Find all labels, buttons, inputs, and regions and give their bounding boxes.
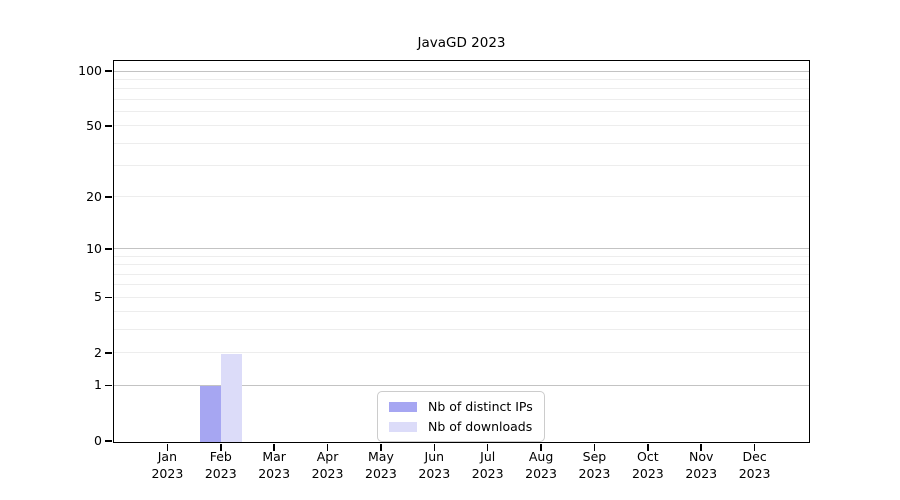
- bars-layer: [114, 61, 809, 442]
- gridline-major: [114, 70, 809, 72]
- x-axis-tick-label: Nov 2023: [685, 449, 718, 481]
- bar-nb-of-downloads: [220, 353, 242, 442]
- chart-title: JavaGD 2023: [417, 35, 506, 51]
- y-axis-tick: [105, 352, 112, 354]
- gridline-minor: [114, 142, 809, 144]
- gridline-minor: [114, 88, 809, 90]
- x-axis-tick-label: Feb 2023: [204, 449, 237, 481]
- gridline-minor: [114, 329, 809, 331]
- x-axis-tick: [220, 444, 222, 451]
- gridline-minor: [114, 284, 809, 286]
- y-axis-tick-label: 1: [94, 377, 102, 393]
- x-axis-tick-label: Jul 2023: [471, 449, 504, 481]
- gridline-minor: [114, 78, 809, 80]
- y-axis-tick: [105, 296, 112, 299]
- x-axis-tick: [647, 444, 649, 451]
- gridline-minor: [114, 296, 809, 298]
- x-axis-tick: [486, 444, 489, 451]
- downloads-swatch-icon: [389, 421, 417, 432]
- y-axis-tick-label: 0: [94, 433, 102, 448]
- legend-item-downloads: Nb of downloads: [389, 419, 533, 434]
- legend-label-distinct-ips: Nb of distinct IPs: [428, 399, 533, 414]
- x-axis-tick: [593, 444, 596, 451]
- x-axis-tick: [433, 444, 436, 451]
- x-axis-tick-label: Dec 2023: [738, 449, 771, 481]
- y-axis-tick: [105, 70, 112, 72]
- legend: Nb of distinct IPs Nb of downloads: [377, 391, 545, 442]
- x-axis-tick: [540, 444, 542, 451]
- gridline-major: [114, 384, 809, 386]
- y-axis-tick: [105, 440, 112, 442]
- gridline-minor: [114, 125, 809, 127]
- y-axis-tick-label: 50: [86, 117, 102, 133]
- gridline-minor: [114, 264, 809, 266]
- x-axis-tick-label: Oct 2023: [631, 449, 664, 481]
- gridline-minor: [114, 98, 809, 100]
- y-axis-tick-label: 10: [86, 240, 102, 256]
- x-axis-tick: [273, 444, 275, 451]
- gridlines-layer: [114, 61, 809, 442]
- plot-area: Nb of distinct IPs Nb of downloads 0 1 2 5 1…: [78, 60, 810, 481]
- y-axis-tick: [105, 196, 112, 198]
- gridline-major: [114, 248, 809, 250]
- x-axis-tick-label: Apr 2023: [311, 449, 344, 481]
- y-axis-tick: [105, 248, 112, 250]
- gridline-minor: [114, 110, 809, 112]
- x-axis-tick-label: May 2023: [365, 449, 397, 481]
- bar-nb-of-distinct-ips: [199, 386, 221, 442]
- x-axis-tick: [326, 444, 329, 451]
- y-axis-tick-label: 2: [94, 344, 102, 360]
- y-axis-tick: [105, 125, 112, 127]
- gridline-minor: [114, 311, 809, 313]
- gridline-minor: [114, 165, 809, 167]
- gridline-minor: [114, 352, 809, 354]
- distinct-ips-swatch-icon: [389, 401, 417, 412]
- y-axis-tick-label: 20: [86, 188, 102, 204]
- y-axis-tick: [105, 384, 112, 387]
- x-axis-tick: [380, 444, 382, 451]
- y-axis-tick-label: 5: [94, 289, 102, 305]
- x-axis-tick: [700, 444, 702, 451]
- legend-item-distinct-ips: Nb of distinct IPs: [389, 399, 533, 414]
- gridline-minor: [114, 255, 809, 257]
- x-axis-tick-label: Mar 2023: [258, 449, 291, 481]
- y-axis-tick-label: 100: [78, 63, 102, 78]
- x-axis-tick-label: Aug 2023: [525, 449, 557, 481]
- gridline-minor: [114, 196, 809, 198]
- legend-label-downloads: Nb of downloads: [428, 419, 533, 434]
- gridline-minor: [114, 273, 809, 275]
- x-axis-tick: [753, 444, 756, 451]
- x-axis-tick: [166, 444, 169, 451]
- x-axis-tick-label: Jun 2023: [418, 449, 451, 481]
- x-axis-tick-label: Sep 2023: [578, 449, 611, 481]
- x-axis-tick-label: Jan 2023: [151, 449, 184, 481]
